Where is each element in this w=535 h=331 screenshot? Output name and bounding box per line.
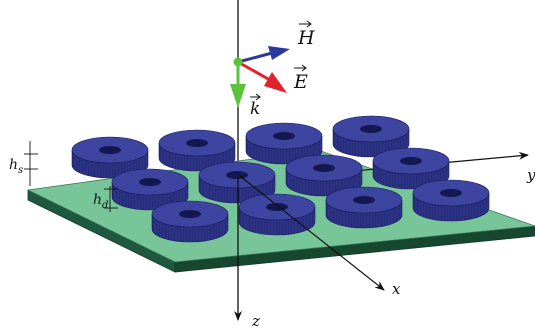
disk-hole xyxy=(139,178,161,186)
disk-hole xyxy=(266,203,288,211)
disk-resonator xyxy=(238,193,316,236)
disk-resonator xyxy=(325,186,403,229)
disk-hole xyxy=(400,157,422,165)
hs-dimension: hs xyxy=(9,141,38,186)
E-vector-head xyxy=(264,72,287,93)
arrow-over-H xyxy=(299,20,312,28)
disk-hole xyxy=(313,164,335,172)
label-z: z xyxy=(251,312,260,330)
label-hd: hd xyxy=(93,192,108,211)
hd-dimension: hd xyxy=(93,186,118,212)
x-axis xyxy=(239,175,385,291)
k-vector-head xyxy=(230,84,246,108)
disk-hole xyxy=(440,189,462,197)
label-y: y xyxy=(526,166,535,184)
disk-hole xyxy=(273,132,295,140)
label-x: x xyxy=(392,280,401,298)
disk-hole xyxy=(360,125,382,133)
vector-labels: H E k xyxy=(250,20,315,119)
E-vector-shaft xyxy=(237,60,271,82)
disk-hole xyxy=(186,139,208,147)
H-vector-head xyxy=(268,46,290,60)
disk-array xyxy=(71,115,490,243)
disk-hole xyxy=(99,146,121,154)
disk-resonator xyxy=(372,147,450,190)
disk-resonator xyxy=(412,179,490,222)
label-hs: hs xyxy=(9,157,23,176)
disk-resonator xyxy=(151,200,229,243)
disk-hole xyxy=(179,210,201,218)
field-vectors xyxy=(230,46,290,108)
disk-hole xyxy=(226,171,248,179)
arrow-over-k xyxy=(250,93,261,101)
origin-dot xyxy=(233,57,243,67)
label-H: H xyxy=(297,27,315,49)
H-vector-shaft xyxy=(237,51,273,64)
label-k: k xyxy=(250,99,260,119)
arrow-over-E xyxy=(294,64,307,72)
label-E: E xyxy=(293,71,308,93)
disk-hole xyxy=(353,196,375,204)
